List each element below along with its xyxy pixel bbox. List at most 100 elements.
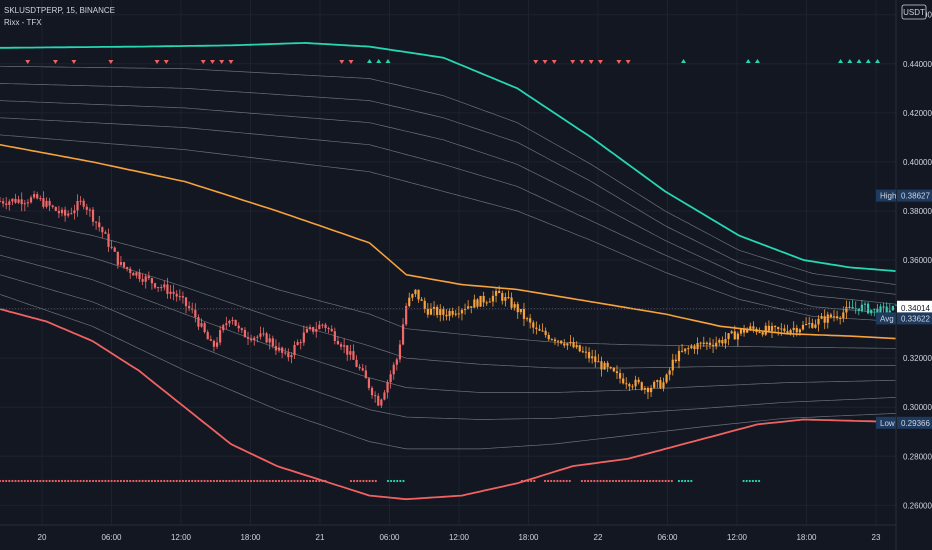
bottom-red-dot <box>194 479 197 483</box>
candle-body <box>398 344 402 360</box>
band-lines <box>0 41 897 501</box>
time-tick-label: 12:00 <box>449 533 470 542</box>
candle-body <box>2 201 5 204</box>
price-label-name: High <box>880 192 896 201</box>
bottom-red-dot <box>215 479 219 483</box>
bottom-red-dot <box>107 479 110 483</box>
candle-body <box>203 323 206 333</box>
candle-body <box>541 330 544 332</box>
candle-body <box>656 380 659 382</box>
candle-body <box>76 201 79 211</box>
sell-marker <box>200 60 206 64</box>
bottom-red-dot <box>222 479 225 483</box>
time-tick-label: 18:00 <box>240 533 261 542</box>
price-label-name: Low <box>880 419 895 428</box>
bottom-red-dot <box>237 479 240 483</box>
indicator-line[interactable]: Rixx - TFX <box>4 18 42 27</box>
inner-band-line <box>0 83 897 295</box>
bottom-red-dot <box>636 479 639 483</box>
bottom-red-dot <box>138 479 141 483</box>
candle-body <box>780 328 783 330</box>
candle-body <box>758 332 761 334</box>
bottom-red-dot <box>160 479 163 483</box>
candle-body <box>442 309 445 315</box>
candle-body <box>609 367 612 369</box>
price-axis[interactable]: 0.460000.440000.420000.400000.380000.360… <box>903 11 932 511</box>
time-tick-label: 23 <box>872 533 881 542</box>
candle-body <box>29 197 33 203</box>
candle-body <box>755 328 758 333</box>
candle-body <box>312 327 315 332</box>
bottom-red-dot <box>550 479 553 483</box>
candle-body <box>622 378 625 384</box>
sell-marker <box>209 60 215 64</box>
candle-body <box>476 299 479 307</box>
candle-body <box>801 324 805 330</box>
candle-body <box>8 201 11 205</box>
price-label-value: 0.38627 <box>901 192 930 201</box>
candle-body <box>851 307 854 309</box>
candle-body <box>587 352 591 359</box>
bottom-red-dot <box>324 479 327 483</box>
price-label-value-box <box>897 416 932 429</box>
candle-body <box>110 246 113 248</box>
bottom-red-dot <box>284 479 287 483</box>
time-tick-label: 06:00 <box>657 533 678 542</box>
candle-body <box>671 359 674 371</box>
candle-body <box>54 206 57 211</box>
candle-body <box>104 232 107 234</box>
price-tick-label: 0.38000 <box>903 207 932 216</box>
bottom-red-dot <box>243 479 246 483</box>
bottom-red-dot <box>33 479 36 483</box>
buy-marker <box>385 59 391 63</box>
candle-body <box>522 308 526 319</box>
inner-band-line <box>0 215 897 349</box>
time-axis[interactable]: 20 06:00 12:00 18:00 21 06:00 12:00 18:00 22 06:0… <box>38 533 881 542</box>
bottom-red-dot <box>166 479 169 483</box>
candle-body <box>733 331 736 340</box>
bottom-teal-dot <box>396 479 399 483</box>
candle-body <box>160 287 163 289</box>
candle-body <box>436 306 439 316</box>
bottom-red-dot <box>664 479 667 483</box>
sell-marker <box>52 60 58 64</box>
bottom-red-dot <box>353 479 356 483</box>
bottom-red-dot <box>523 479 527 483</box>
bottom-red-dot <box>618 479 621 483</box>
candle-body <box>383 392 386 400</box>
candle-body <box>361 368 364 371</box>
candle-body <box>470 306 473 308</box>
last-price-value: 0.34014 <box>901 304 930 313</box>
bottom-teal-dot <box>757 479 761 483</box>
candle-body <box>798 329 801 333</box>
candle-body <box>85 206 88 210</box>
candle-body <box>42 198 45 207</box>
candle-body <box>101 227 104 233</box>
candle-body <box>603 362 606 370</box>
candle-body <box>343 345 346 347</box>
candle-body <box>746 329 749 333</box>
time-tick-label: 22 <box>594 533 603 542</box>
signal-markers <box>0 59 881 483</box>
candle-body <box>634 379 637 387</box>
buy-marker <box>847 59 853 63</box>
bottom-red-dot <box>5 479 8 483</box>
candle-body <box>107 233 110 247</box>
candle-body <box>141 279 144 282</box>
candle-body <box>708 342 712 345</box>
bottom-red-dot <box>14 479 17 483</box>
candle-body <box>157 287 160 289</box>
bottom-red-dot <box>64 479 67 483</box>
currency-button[interactable]: USDT <box>901 4 927 20</box>
candle-body <box>222 325 225 331</box>
bottom-red-dot <box>88 479 91 483</box>
candle-body <box>529 318 532 323</box>
candle-body <box>547 335 550 340</box>
bottom-red-dot <box>8 479 11 483</box>
candle-body <box>305 328 309 333</box>
candle-body <box>88 209 92 211</box>
bottom-red-dot <box>54 479 57 483</box>
inner-band-line <box>0 274 897 420</box>
candle-body <box>646 388 650 393</box>
